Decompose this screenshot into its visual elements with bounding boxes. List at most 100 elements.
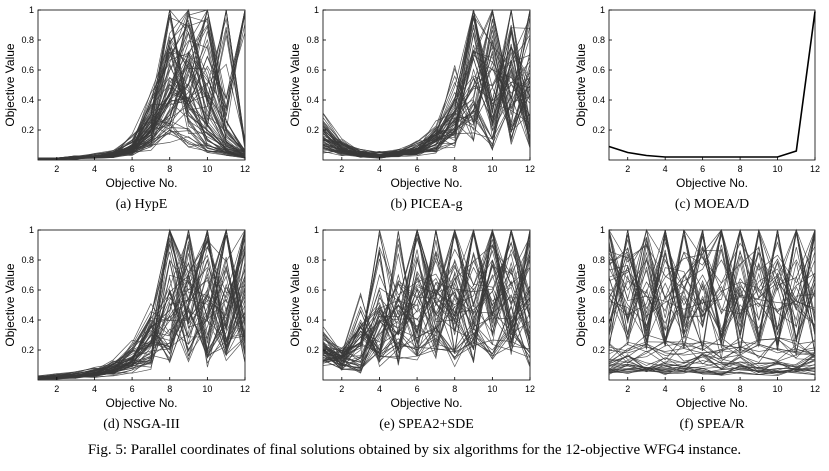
chart-panel-1: 2 4 6 8 10 12 0.2 0.4 0.6 0.8 1 Objective No. Object… <box>3 5 250 212</box>
y-tick-label: 0.8 <box>21 35 34 45</box>
series-line <box>322 228 531 369</box>
x-tick-label: 12 <box>240 164 250 174</box>
series-line <box>608 229 816 332</box>
x-tick-label: 6 <box>700 164 705 174</box>
series-line <box>322 228 531 370</box>
y-tick-label: 0.2 <box>306 125 319 135</box>
y-tick-label: 0.8 <box>21 255 34 265</box>
series-line <box>37 229 246 379</box>
series-line <box>37 16 246 160</box>
y-axis-label: Objective Value <box>574 43 588 126</box>
x-tick-label: 2 <box>54 384 59 394</box>
series-line <box>608 338 816 365</box>
x-tick-label: 6 <box>700 384 705 394</box>
subfigure-caption: (a) HypE <box>116 197 168 212</box>
series-line <box>38 237 246 379</box>
series-line <box>322 241 531 371</box>
series-line <box>322 17 531 158</box>
plot-frame <box>37 9 246 161</box>
x-tick-label: 8 <box>738 384 743 394</box>
y-tick-label: 0.2 <box>21 345 34 355</box>
x-axis-label: Objective No. <box>105 396 177 410</box>
x-tick-label: 10 <box>202 164 212 174</box>
series-line <box>37 229 246 379</box>
y-tick-label: 0.6 <box>306 65 319 75</box>
y-axis-label: Objective Value <box>288 43 302 126</box>
x-tick-label: 2 <box>625 384 630 394</box>
series-line <box>608 234 816 336</box>
y-tick-label: 0.8 <box>306 35 319 45</box>
series-line <box>608 11 816 158</box>
series-line <box>322 18 531 154</box>
y-tick-label: 0.6 <box>592 285 605 295</box>
x-tick-label: 8 <box>738 164 743 174</box>
y-tick-label: 0.2 <box>592 345 605 355</box>
x-tick-label: 4 <box>377 384 382 394</box>
x-tick-label: 8 <box>452 164 457 174</box>
y-tick-label: 0.4 <box>306 95 319 105</box>
x-tick-label: 2 <box>625 164 630 174</box>
series-line <box>322 228 531 363</box>
x-tick-label: 12 <box>240 384 250 394</box>
series-line <box>608 241 816 327</box>
x-axis-label: Objective No. <box>390 176 462 190</box>
series-line <box>608 365 816 376</box>
x-tick-label: 10 <box>487 164 497 174</box>
chart-panel-5: 2 4 6 8 10 12 0.2 0.4 0.6 0.8 1 Objective No. Object… <box>288 225 535 432</box>
series-line <box>608 230 816 344</box>
x-tick-label: 12 <box>525 384 535 394</box>
series-line <box>322 306 531 368</box>
y-tick-label: 0.2 <box>592 125 605 135</box>
chart-panel-3: 2 4 6 8 10 12 0.2 0.4 0.6 0.8 1 Objective No. Object… <box>574 5 820 212</box>
series-line <box>322 233 531 374</box>
x-tick-label: 4 <box>92 384 97 394</box>
series-line <box>37 24 246 159</box>
y-tick-label: 1 <box>29 225 34 235</box>
series-line <box>322 259 531 373</box>
y-tick-label: 0.4 <box>306 315 319 325</box>
series-line <box>322 43 531 156</box>
y-axis-label: Objective Value <box>288 263 302 346</box>
x-tick-label: 6 <box>130 164 135 174</box>
series-line <box>608 228 816 324</box>
series-line <box>322 241 531 372</box>
series-line <box>322 229 531 370</box>
series-line <box>608 354 816 372</box>
series-line <box>322 292 531 368</box>
x-tick-label: 4 <box>377 164 382 174</box>
series-line <box>322 229 531 357</box>
x-tick-label: 12 <box>810 384 820 394</box>
y-tick-label: 1 <box>314 5 319 15</box>
x-axis-label: Objective No. <box>105 176 177 190</box>
y-tick-label: 0.4 <box>592 95 605 105</box>
y-tick-label: 1 <box>314 225 319 235</box>
x-axis-label: Objective No. <box>390 396 462 410</box>
y-tick-label: 0.8 <box>592 255 605 265</box>
subfigure-caption: (b) PICEA-g <box>391 197 463 212</box>
y-tick-label: 0.4 <box>21 315 34 325</box>
subfigure-caption: (d) NSGA-III <box>103 417 180 432</box>
x-axis-label: Objective No. <box>676 396 748 410</box>
plot-frame <box>322 229 531 381</box>
subfigure-caption: (f) SPEA/R <box>680 417 746 432</box>
x-tick-label: 6 <box>130 384 135 394</box>
y-tick-label: 1 <box>600 225 605 235</box>
series-line <box>608 229 816 326</box>
subfigure-caption: (c) MOEA/D <box>675 197 749 212</box>
series-line <box>322 294 531 362</box>
y-tick-label: 0.6 <box>21 65 34 75</box>
series-line <box>608 251 816 322</box>
series-line <box>608 341 816 364</box>
y-tick-label: 0.4 <box>592 315 605 325</box>
y-tick-label: 0.6 <box>592 65 605 75</box>
series-line <box>608 228 816 312</box>
series-line <box>608 337 816 360</box>
x-tick-label: 8 <box>167 384 172 394</box>
series-line <box>608 354 816 370</box>
series-line <box>322 229 531 358</box>
series-line <box>322 326 531 358</box>
series-line <box>37 229 246 379</box>
x-axis-label: Objective No. <box>676 176 748 190</box>
x-tick-label: 2 <box>339 384 344 394</box>
